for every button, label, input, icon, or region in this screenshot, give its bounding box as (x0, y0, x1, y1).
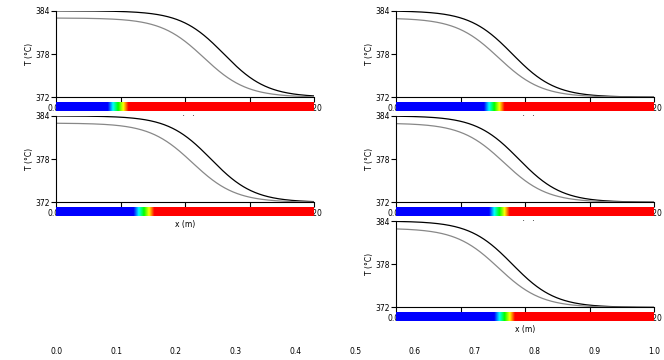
Y-axis label: T (°C): T (°C) (365, 253, 374, 275)
X-axis label: x (m): x (m) (175, 220, 195, 229)
Text: 0.7: 0.7 (469, 347, 481, 356)
Y-axis label: T (°C): T (°C) (365, 43, 374, 65)
Text: 1.0: 1.0 (648, 347, 660, 356)
Y-axis label: T (°C): T (°C) (25, 148, 34, 170)
Text: 0.8: 0.8 (529, 347, 540, 356)
Text: 0.2: 0.2 (170, 347, 182, 356)
Text: 0.5: 0.5 (349, 347, 361, 356)
Text: 0.9: 0.9 (588, 347, 600, 356)
X-axis label: x (m): x (m) (175, 114, 195, 123)
Y-axis label: T (°C): T (°C) (365, 148, 374, 170)
X-axis label: x (m): x (m) (515, 114, 535, 123)
Text: 0.4: 0.4 (290, 347, 301, 356)
Text: 0.0: 0.0 (50, 347, 62, 356)
Text: 0.6: 0.6 (409, 347, 421, 356)
X-axis label: x (m): x (m) (515, 220, 535, 229)
Text: 0.1: 0.1 (110, 347, 122, 356)
Y-axis label: T (°C): T (°C) (25, 43, 34, 65)
Text: 0.3: 0.3 (230, 347, 242, 356)
X-axis label: x (m): x (m) (515, 325, 535, 334)
